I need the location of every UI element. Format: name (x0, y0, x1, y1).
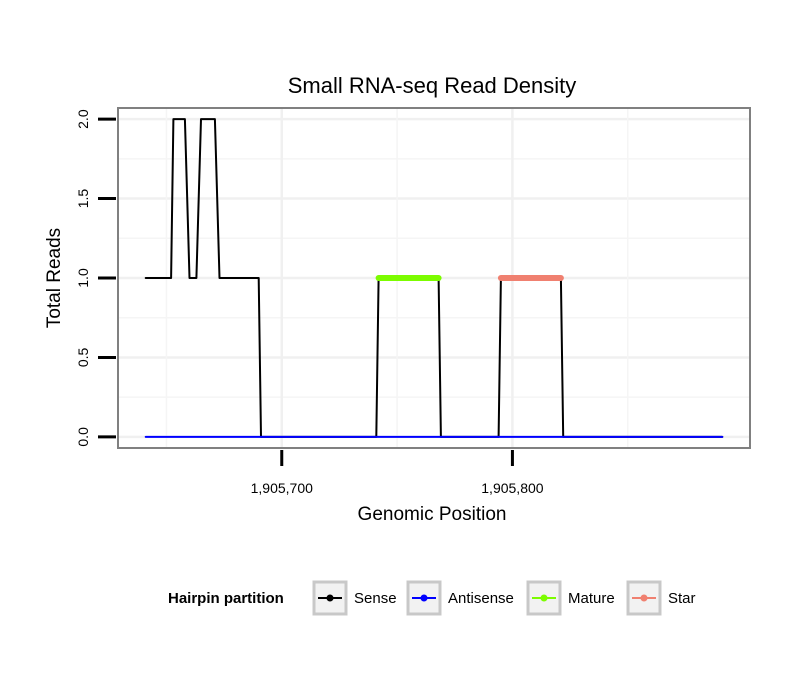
y-axis: 0.0 0.5 1.0 1.5 2.0 (75, 109, 116, 447)
series-layer (144, 118, 724, 438)
legend: Hairpin partition Sense Antisense Mature St… (168, 580, 696, 616)
legend-item-star: Star (626, 580, 696, 616)
y-tick-label: 0.5 (75, 347, 91, 367)
plot-border (117, 107, 751, 449)
legend-label: Mature (568, 590, 615, 607)
legend-key-dot (640, 594, 648, 602)
y-axis-title: Total Reads (44, 228, 65, 328)
legend-label: Sense (354, 590, 397, 607)
legend-label: Star (668, 590, 696, 607)
x-axis: 1,905,700 1,905,800 (251, 450, 544, 496)
y-tick-label: 1.0 (75, 268, 91, 288)
y-tick-label: 2.0 (75, 109, 91, 129)
legend-label: Antisense (448, 590, 514, 607)
legend-item-antisense: Antisense (406, 580, 514, 616)
x-tick-label: 1,905,800 (481, 480, 543, 496)
series-line-sense (144, 118, 724, 438)
legend-item-mature: Mature (526, 580, 615, 616)
legend-key-dot (326, 594, 334, 602)
legend-key-box (526, 580, 562, 616)
legend-key-dot (540, 594, 548, 602)
legend-key-dot (420, 594, 428, 602)
x-axis-title: Genomic Position (358, 504, 507, 525)
chart-title: Small RNA-seq Read Density (288, 73, 577, 98)
legend-item-sense: Sense (312, 580, 397, 616)
y-tick-label: 0.0 (75, 427, 91, 447)
y-tick-label: 1.5 (75, 189, 91, 209)
legend-title: Hairpin partition (168, 590, 284, 607)
x-tick-label: 1,905,700 (251, 480, 313, 496)
